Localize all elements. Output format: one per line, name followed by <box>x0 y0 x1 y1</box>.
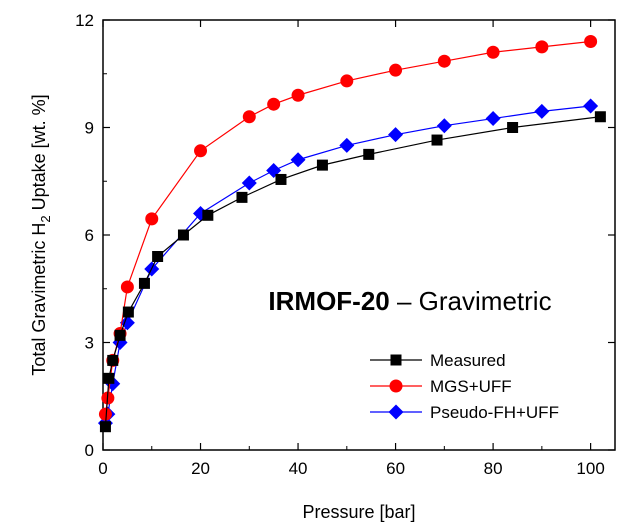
data-point <box>120 280 134 294</box>
data-point <box>145 212 159 226</box>
x-tick-label: 40 <box>289 459 308 478</box>
annotation-bold: IRMOF-20 <box>268 286 389 316</box>
data-point <box>291 88 305 102</box>
legend-label: MGS+UFF <box>430 377 512 396</box>
legend-entry: Measured <box>370 351 506 370</box>
data-point <box>107 354 119 366</box>
data-point <box>177 229 189 241</box>
x-tick-label: 0 <box>98 459 107 478</box>
y-tick-label: 9 <box>85 119 94 138</box>
data-point <box>267 97 281 111</box>
data-point <box>339 137 355 153</box>
data-point <box>290 152 306 168</box>
series-mgs-uff <box>98 35 598 421</box>
series-measured <box>99 111 606 433</box>
data-point <box>583 98 599 114</box>
data-point <box>236 191 248 203</box>
data-point <box>584 35 598 48</box>
legend-marker <box>388 404 404 420</box>
data-point <box>507 122 519 133</box>
y-axis-label-subscript: 2 <box>38 215 53 222</box>
data-point <box>316 159 328 171</box>
data-point <box>122 306 134 318</box>
data-point <box>99 421 111 433</box>
chart-annotation: IRMOF-20 – Gravimetric <box>268 286 551 316</box>
data-point <box>534 103 550 119</box>
y-axis-label: Total Gravimetric H2 Uptake [wt. %] <box>29 94 53 375</box>
series-pseudo-fh-uff <box>97 98 599 431</box>
data-point <box>486 45 500 59</box>
y-axis-label-main: Total Gravimetric H <box>29 223 49 376</box>
data-point <box>202 209 214 221</box>
data-point <box>114 329 126 341</box>
legend: Measured MGS+UFF Pseudo-FH+UFF <box>370 351 559 422</box>
data-point <box>594 111 606 123</box>
data-point <box>194 144 208 158</box>
data-point <box>388 127 404 143</box>
annotation-normal: – Gravimetric <box>390 286 552 316</box>
data-point <box>241 175 257 191</box>
y-tick-label: 12 <box>75 11 94 30</box>
axis-ticks: 0 20 40 60 80 100 0 3 6 9 12 <box>75 11 615 478</box>
data-point <box>431 134 443 146</box>
data-point <box>363 148 375 160</box>
series-line <box>104 40 591 415</box>
data-point <box>437 54 451 68</box>
x-axis-label: Pressure [bar] <box>302 502 415 522</box>
x-tick-label: 20 <box>191 459 210 478</box>
data-point <box>535 40 549 54</box>
x-tick-label: 80 <box>484 459 503 478</box>
y-axis-label-rest: Uptake [wt. %] <box>29 94 49 215</box>
data-point <box>436 118 452 134</box>
data-point <box>275 173 287 185</box>
legend-marker <box>390 354 402 366</box>
legend-label: Measured <box>430 351 506 370</box>
data-point <box>152 251 164 262</box>
series-line <box>104 105 591 424</box>
y-tick-label: 3 <box>85 334 94 353</box>
legend-label: Pseudo-FH+UFF <box>430 403 559 422</box>
legend-entry: Pseudo-FH+UFF <box>370 403 559 422</box>
y-tick-label: 0 <box>85 441 94 460</box>
data-point <box>138 277 150 289</box>
data-point <box>98 407 112 421</box>
x-tick-label: 100 <box>576 459 604 478</box>
data-point <box>103 372 115 384</box>
data-point <box>340 74 354 88</box>
series-layer <box>97 35 606 433</box>
data-point <box>242 110 256 124</box>
data-point <box>485 111 501 127</box>
series-line <box>104 116 601 427</box>
data-point <box>389 63 403 77</box>
y-tick-label: 6 <box>85 226 94 245</box>
legend-marker <box>389 379 403 393</box>
x-tick-label: 60 <box>386 459 405 478</box>
legend-entry: MGS+UFF <box>370 377 512 396</box>
